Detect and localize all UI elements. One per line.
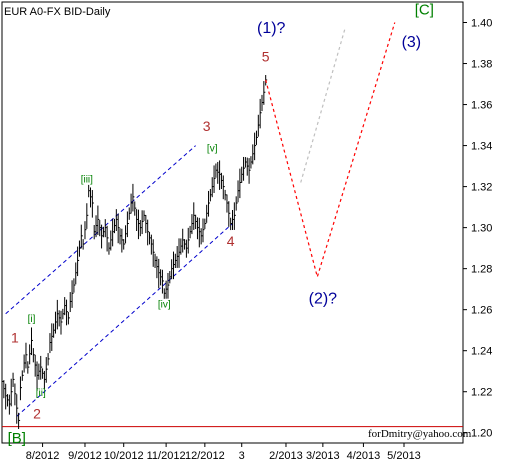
projection-layer — [265, 22, 396, 280]
y-tick-label: 1.22 — [471, 387, 492, 399]
x-tick-label: 4/2013 — [347, 450, 381, 462]
y-tick-label: 1.24 — [471, 346, 492, 358]
wave-label: [C] — [415, 1, 434, 18]
x-tick-label: 3/2013 — [306, 450, 340, 462]
upper-channel-1 — [5, 145, 196, 315]
x-tick-label: 12/2012 — [185, 450, 225, 462]
wave-label: 5 — [262, 48, 270, 64]
x-tick-label: 9/2012 — [68, 450, 102, 462]
x-tick-label: 2/2013 — [269, 450, 303, 462]
x-tick-label: 3 — [239, 450, 245, 462]
projection-main — [265, 22, 396, 280]
wave-label: (2)? — [309, 291, 338, 308]
wave-label: 4 — [227, 233, 235, 249]
x-tick-label: 5/2013 — [387, 450, 421, 462]
y-axis-ticks: 1.40 1.38 1.36 1.34 1.32 1.30 1.28 1.26 1.24 1.22… — [463, 18, 492, 440]
x-tick-label: 11/2012 — [147, 450, 186, 462]
y-tick-label: 1.32 — [471, 182, 492, 194]
wave-label: 2 — [33, 405, 41, 421]
chart-title: EUR A0-FX BID-Daily — [4, 6, 111, 18]
x-tick-label: 10/2012 — [104, 450, 144, 462]
wave-label: [v] — [207, 144, 218, 155]
wave-label: [B] — [8, 430, 26, 447]
y-tick-label: 1.36 — [471, 100, 492, 112]
wave-label: [ii] — [36, 388, 46, 399]
wave-label: 1 — [11, 329, 19, 345]
x-tick-label: 8/2012 — [26, 450, 60, 462]
wave-label: 3 — [203, 118, 211, 134]
wave-label: (3) — [402, 34, 422, 51]
x-axis-ticks: 8/2012 9/2012 10/2012 11/2012 12/2012 3 2/2013… — [26, 443, 421, 462]
wave-label-layer: (1)? 5 3 4 1 2 (2)? (3) [C] [B] [iii] [v] [iv] [i] [ii… — [8, 1, 434, 447]
y-tick-label: 1.34 — [471, 141, 492, 153]
channel-layer — [5, 145, 233, 417]
y-tick-label: 1.38 — [471, 59, 492, 71]
price-layer — [1, 75, 268, 429]
y-tick-label: 1.26 — [471, 305, 492, 317]
y-tick-label: 1.20 — [471, 428, 492, 440]
lower-channel-1 — [16, 223, 233, 417]
wave-label: [iii] — [81, 175, 93, 186]
watermark: forDmitry@yahoo.com — [368, 428, 472, 440]
wave-label: [iv] — [158, 300, 171, 311]
y-tick-label: 1.28 — [471, 264, 492, 276]
y-tick-label: 1.30 — [471, 223, 492, 235]
wave-label: [i] — [28, 314, 36, 325]
projection-alt — [300, 28, 346, 183]
wave-label: (1)? — [257, 20, 286, 37]
y-tick-label: 1.40 — [471, 18, 492, 30]
